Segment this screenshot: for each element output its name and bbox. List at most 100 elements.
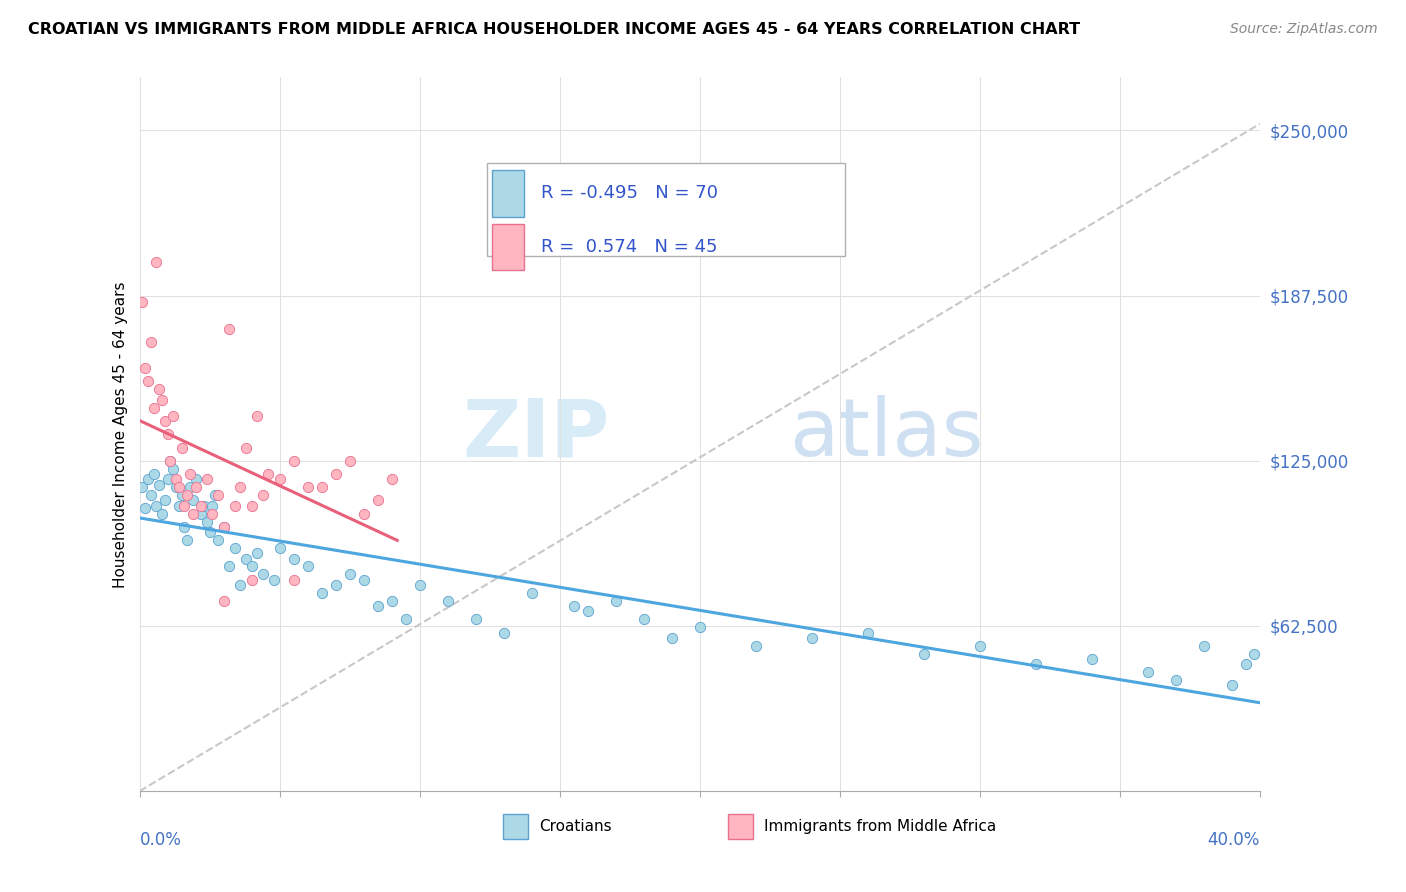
Point: [156, 472, 179, 486]
Point: [170, 488, 193, 502]
Text: Croatians: Croatians: [540, 820, 612, 834]
Point: [179, 467, 201, 481]
Point: [562, 599, 585, 614]
Text: CROATIAN VS IMMIGRANTS FROM MIDDLE AFRICA HOUSEHOLDER INCOME AGES 45 - 64 YEARS : CROATIAN VS IMMIGRANTS FROM MIDDLE AFRIC…: [28, 22, 1080, 37]
Point: [207, 533, 229, 547]
Point: [311, 586, 333, 600]
Point: [1243, 647, 1265, 661]
Point: [218, 559, 240, 574]
Point: [240, 573, 263, 587]
Point: [139, 488, 162, 502]
Point: [167, 480, 190, 494]
Point: [1164, 673, 1187, 687]
Point: [176, 533, 198, 547]
Point: [269, 472, 291, 486]
Point: [1025, 657, 1047, 672]
Point: [167, 499, 190, 513]
Point: [212, 594, 235, 608]
Y-axis label: Householder Income Ages 45 - 64 years: Householder Income Ages 45 - 64 years: [114, 281, 128, 588]
Point: [339, 454, 361, 468]
Point: [283, 551, 305, 566]
Point: [353, 573, 375, 587]
Point: [162, 409, 184, 423]
Point: [134, 501, 156, 516]
Point: [145, 499, 167, 513]
Point: [311, 480, 333, 494]
Point: [229, 578, 252, 592]
Point: [520, 586, 543, 600]
Point: [165, 480, 187, 494]
Point: [136, 472, 159, 486]
Point: [492, 625, 515, 640]
Point: [464, 612, 486, 626]
Point: [204, 488, 226, 502]
Point: [134, 361, 156, 376]
Point: [229, 480, 252, 494]
Point: [1081, 652, 1104, 666]
Point: [269, 541, 291, 555]
Point: [257, 467, 280, 481]
Point: [969, 639, 991, 653]
Point: [353, 507, 375, 521]
Point: [240, 499, 263, 513]
Point: [176, 488, 198, 502]
Point: [912, 647, 935, 661]
Point: [224, 541, 246, 555]
Point: [1136, 665, 1159, 680]
Point: [181, 493, 204, 508]
Point: [136, 375, 159, 389]
Point: [218, 321, 240, 335]
Point: [394, 612, 416, 626]
Point: [325, 578, 347, 592]
Point: [184, 472, 207, 486]
Point: [689, 620, 711, 634]
Point: [1234, 657, 1257, 672]
Point: [235, 551, 257, 566]
Point: [381, 594, 404, 608]
Point: [240, 559, 263, 574]
Point: [367, 599, 389, 614]
Point: [131, 480, 153, 494]
Point: [297, 559, 319, 574]
Text: ZIP: ZIP: [463, 395, 610, 474]
Point: [283, 573, 305, 587]
Point: [170, 441, 193, 455]
Point: [181, 507, 204, 521]
Text: Source: ZipAtlas.com: Source: ZipAtlas.com: [1230, 22, 1378, 37]
FancyBboxPatch shape: [486, 163, 845, 256]
Point: [159, 454, 181, 468]
Point: [339, 567, 361, 582]
Point: [190, 499, 212, 513]
Point: [142, 467, 165, 481]
Text: R =  0.574   N = 45: R = 0.574 N = 45: [540, 238, 717, 256]
Point: [153, 414, 176, 428]
Point: [246, 409, 269, 423]
Point: [252, 567, 274, 582]
Point: [263, 573, 285, 587]
Point: [193, 499, 215, 513]
Point: [212, 520, 235, 534]
Point: [207, 488, 229, 502]
Point: [235, 441, 257, 455]
Point: [661, 631, 683, 645]
Point: [224, 499, 246, 513]
Point: [173, 499, 195, 513]
Point: [184, 480, 207, 494]
Point: [367, 493, 389, 508]
Point: [252, 488, 274, 502]
Bar: [492, 170, 524, 217]
Point: [800, 631, 823, 645]
Point: [142, 401, 165, 415]
Point: [156, 427, 179, 442]
Point: [139, 334, 162, 349]
Point: [283, 454, 305, 468]
Text: R = -0.495   N = 70: R = -0.495 N = 70: [540, 185, 717, 202]
Point: [159, 454, 181, 468]
Point: [212, 520, 235, 534]
Bar: [492, 224, 524, 270]
Point: [633, 612, 655, 626]
Point: [297, 480, 319, 494]
Point: [179, 480, 201, 494]
Point: [1220, 678, 1243, 692]
Point: [1192, 639, 1215, 653]
